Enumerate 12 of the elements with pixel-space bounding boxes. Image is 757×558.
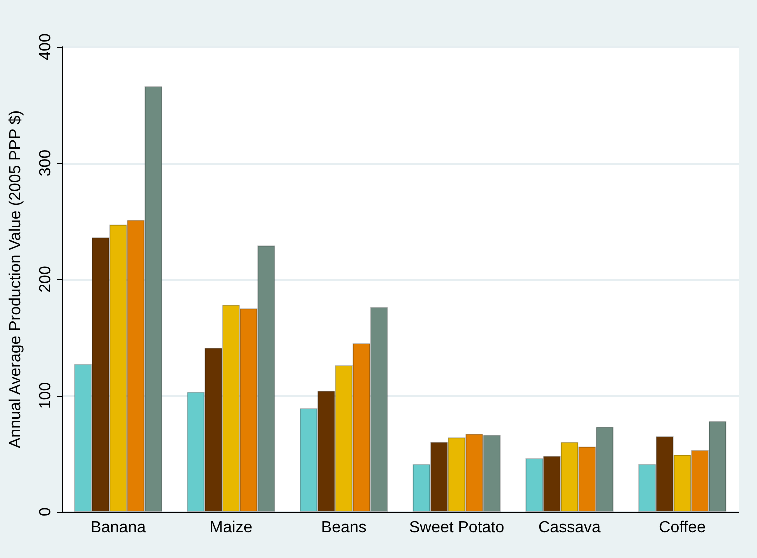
y-tick-label: 200: [38, 266, 54, 293]
x-tick-label: Beans: [321, 520, 367, 536]
y-tick-label: 400: [38, 34, 54, 60]
x-tick-label: Banana: [90, 520, 146, 536]
y-tick-label: 0: [38, 507, 54, 516]
x-tick-label: Sweet Potato: [409, 520, 505, 536]
x-tick-label: Coffee: [659, 520, 706, 536]
y-tick-label: 100: [38, 382, 54, 410]
y-tick-label: 300: [38, 150, 54, 177]
x-tick-label: Cassava: [538, 520, 601, 536]
x-tick-label: Maize: [210, 520, 253, 536]
y-axis-title: Annual Average Production Value (2005 PPP $): [8, 110, 24, 449]
